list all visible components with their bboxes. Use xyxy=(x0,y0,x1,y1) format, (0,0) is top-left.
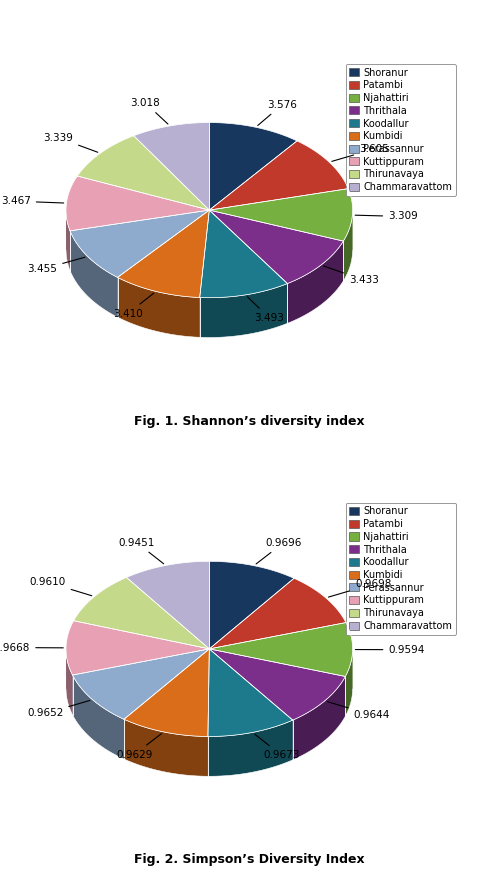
Polygon shape xyxy=(209,210,343,283)
Text: 3.410: 3.410 xyxy=(113,293,154,318)
Polygon shape xyxy=(209,141,348,210)
Text: 3.339: 3.339 xyxy=(43,133,98,153)
Polygon shape xyxy=(288,242,343,324)
Polygon shape xyxy=(209,578,346,649)
Legend: Shoranur, Patambi, Njahattiri, Thrithala, Koodallur, Kumbidi, Perassannur, Kutti: Shoranur, Patambi, Njahattiri, Thrithala… xyxy=(346,502,456,635)
Polygon shape xyxy=(126,562,209,649)
Text: 0.9451: 0.9451 xyxy=(119,538,164,564)
Polygon shape xyxy=(118,277,200,337)
Polygon shape xyxy=(209,188,353,242)
Polygon shape xyxy=(118,210,209,297)
Polygon shape xyxy=(66,176,209,231)
Polygon shape xyxy=(200,283,288,337)
Text: 0.9698: 0.9698 xyxy=(328,579,391,597)
Text: 0.9610: 0.9610 xyxy=(29,577,92,596)
Polygon shape xyxy=(208,720,293,776)
Polygon shape xyxy=(77,136,209,210)
Polygon shape xyxy=(200,210,288,297)
Title: Fig. 1. Shannon’s diversity index: Fig. 1. Shannon’s diversity index xyxy=(134,415,364,427)
Polygon shape xyxy=(345,649,353,716)
Text: 0.9668: 0.9668 xyxy=(0,643,63,652)
Polygon shape xyxy=(124,649,209,737)
Text: 3.309: 3.309 xyxy=(355,212,418,221)
Text: 0.9673: 0.9673 xyxy=(255,734,300,760)
Polygon shape xyxy=(209,562,294,649)
Text: 0.9644: 0.9644 xyxy=(327,702,390,720)
Text: 0.9652: 0.9652 xyxy=(27,700,90,719)
Polygon shape xyxy=(66,650,72,715)
Text: 3.467: 3.467 xyxy=(1,196,64,206)
Polygon shape xyxy=(209,623,353,677)
Polygon shape xyxy=(124,719,208,776)
Polygon shape xyxy=(134,123,209,210)
Text: 3.433: 3.433 xyxy=(324,266,379,285)
Polygon shape xyxy=(66,621,209,675)
Polygon shape xyxy=(72,675,124,759)
Text: 3.493: 3.493 xyxy=(247,296,284,323)
Title: Fig. 2. Simpson’s Diversity Index: Fig. 2. Simpson’s Diversity Index xyxy=(134,854,364,867)
Polygon shape xyxy=(343,211,353,281)
Polygon shape xyxy=(209,123,297,210)
Polygon shape xyxy=(73,577,209,649)
Polygon shape xyxy=(209,649,345,720)
Polygon shape xyxy=(66,210,70,270)
Text: 0.9696: 0.9696 xyxy=(256,538,301,564)
Text: 3.576: 3.576 xyxy=(258,99,297,126)
Polygon shape xyxy=(70,210,209,277)
Polygon shape xyxy=(293,677,345,760)
Text: 3.455: 3.455 xyxy=(27,257,85,274)
Text: 3.605: 3.605 xyxy=(332,144,389,161)
Polygon shape xyxy=(70,231,118,317)
Legend: Shoranur, Patambi, Njahattiri, Thrithala, Koodallur, Kumbidi, Perassannur, Kutti: Shoranur, Patambi, Njahattiri, Thrithala… xyxy=(346,64,456,196)
Text: 3.018: 3.018 xyxy=(131,98,168,124)
Polygon shape xyxy=(72,649,209,719)
Text: 0.9629: 0.9629 xyxy=(116,733,162,760)
Text: 0.9594: 0.9594 xyxy=(355,644,425,655)
Polygon shape xyxy=(208,649,293,737)
